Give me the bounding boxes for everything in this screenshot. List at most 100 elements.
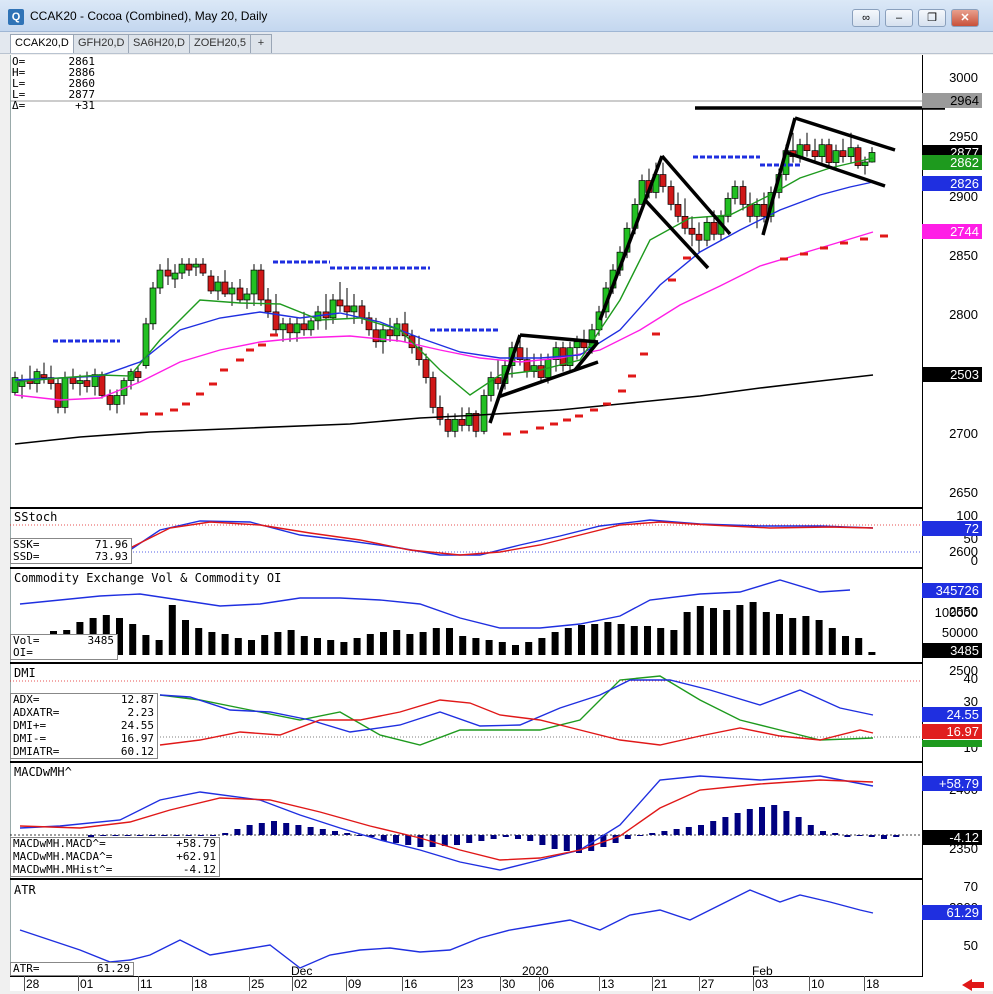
macd-hist-bar — [149, 835, 155, 836]
candle-up — [451, 419, 459, 432]
candle-down — [343, 305, 351, 313]
trendline — [573, 340, 600, 372]
sstoch-readout: SSK= 71.96 SSD= 73.93 — [10, 538, 132, 564]
date-tick — [402, 976, 403, 991]
volume-bar — [591, 624, 599, 655]
candle-up — [149, 287, 157, 325]
candle-down — [494, 377, 502, 384]
price-tag-ma-mid: 2826 — [922, 176, 982, 191]
volume-bar — [842, 636, 849, 655]
candle-down — [365, 317, 373, 331]
volume-bar — [630, 626, 638, 655]
candle-down — [69, 377, 77, 384]
date-tick — [753, 976, 754, 991]
macd-hist-bar — [502, 835, 509, 837]
volume-bar — [551, 632, 559, 655]
macd-hist-bar — [417, 835, 424, 847]
price-tick: 2800 — [949, 307, 978, 323]
tab-zoeh20[interactable]: ZOEH20,5 — [189, 34, 251, 53]
ma-mid-line — [14, 181, 874, 381]
date-label: 21 — [654, 977, 668, 991]
date-tick — [599, 976, 600, 991]
macd-hist-bar — [197, 835, 204, 836]
sstoch-label: SStoch — [14, 510, 58, 524]
volume-bar — [142, 635, 150, 655]
macd-hist-bar — [759, 807, 765, 835]
volume-bar — [855, 638, 863, 655]
candle-down — [674, 204, 682, 217]
macd-hist-bar — [844, 835, 851, 837]
window-title: CCAK20 - Cocoa (Combined), May 20, Daily — [30, 9, 268, 23]
volume-bar — [525, 642, 533, 655]
candle-down — [286, 323, 294, 334]
candle-up — [724, 198, 732, 217]
macd-hist-bar — [783, 811, 790, 835]
volume-bar — [314, 638, 321, 655]
candle-up — [192, 263, 200, 268]
atr-readout: ATR= 61.29 — [10, 962, 134, 976]
date-tick — [652, 976, 653, 991]
restore-button[interactable]: ❐ — [918, 9, 946, 27]
macd-line — [19, 775, 874, 871]
open-interest-line — [19, 579, 851, 629]
candle-up — [279, 323, 287, 331]
price-tag-ma-long: 2503 — [922, 367, 982, 382]
volume-bar — [129, 624, 137, 655]
candle-down — [264, 299, 272, 313]
date-tick — [458, 976, 459, 991]
volume-bar — [538, 638, 546, 655]
macd-hist-tag: -4.12 — [922, 830, 982, 845]
candle-up — [818, 144, 826, 157]
date-label: 03 — [755, 977, 769, 991]
candle-up — [214, 281, 222, 292]
trendline — [761, 117, 797, 236]
volume-bar — [432, 628, 440, 655]
candle-down — [422, 359, 430, 378]
macd-hist-bar — [661, 831, 668, 835]
volume-bar — [234, 638, 242, 655]
candle-up — [480, 395, 488, 432]
candle-up — [11, 377, 19, 393]
candle-down — [164, 269, 172, 277]
macd-hist-bar — [393, 835, 399, 843]
date-label: 11 — [140, 977, 153, 991]
macd-label: MACDwMH^ — [14, 765, 72, 779]
volume-bar — [657, 628, 665, 655]
candle-down — [739, 186, 747, 205]
date-tick — [864, 976, 865, 991]
volume-bar — [604, 622, 612, 655]
candle-up — [156, 269, 164, 289]
macd-hist-bar — [161, 835, 168, 836]
macd-hist-bar — [88, 835, 94, 837]
oi-tag: 345726 — [922, 583, 982, 598]
close-button[interactable]: ✕ — [951, 9, 979, 27]
candle-up — [250, 269, 258, 295]
scroll-right-arrow-icon[interactable] — [960, 979, 986, 991]
candle-down — [134, 371, 142, 378]
minimize-button[interactable]: – — [885, 9, 913, 27]
date-label: 25 — [251, 977, 265, 991]
date-label: 28 — [26, 977, 40, 991]
adx-line — [159, 675, 874, 746]
macd-hist-bar — [356, 835, 363, 836]
candle-down — [207, 275, 215, 292]
volume-bar — [446, 628, 453, 655]
panel-divider — [10, 878, 923, 880]
macd-hist-bar — [429, 835, 436, 847]
volume-bar — [340, 642, 348, 655]
price-tag-ma-slow: 2744 — [922, 224, 982, 239]
macd-hist-bar — [734, 813, 741, 835]
add-tab-button[interactable]: + — [250, 34, 272, 53]
candle-up — [465, 413, 473, 426]
candle-up — [329, 299, 337, 319]
link-icon[interactable]: ∞ — [852, 9, 880, 27]
dmi-tick: 30 — [963, 694, 978, 709]
sstoch-d-line — [129, 521, 874, 556]
candle-down — [811, 150, 819, 157]
ohlc-readout: O= 2861 H= 2886 L= 2860 L= 2877 Δ= +31 — [12, 55, 95, 112]
candle-up — [868, 152, 876, 163]
tab-sa6h20[interactable]: SA6H20,D — [128, 34, 190, 53]
date-label: 09 — [348, 977, 362, 991]
macd-readout: MACDwMH.MACD^= +58.79 MACDwMH.MACDA^= +62.… — [10, 837, 220, 877]
